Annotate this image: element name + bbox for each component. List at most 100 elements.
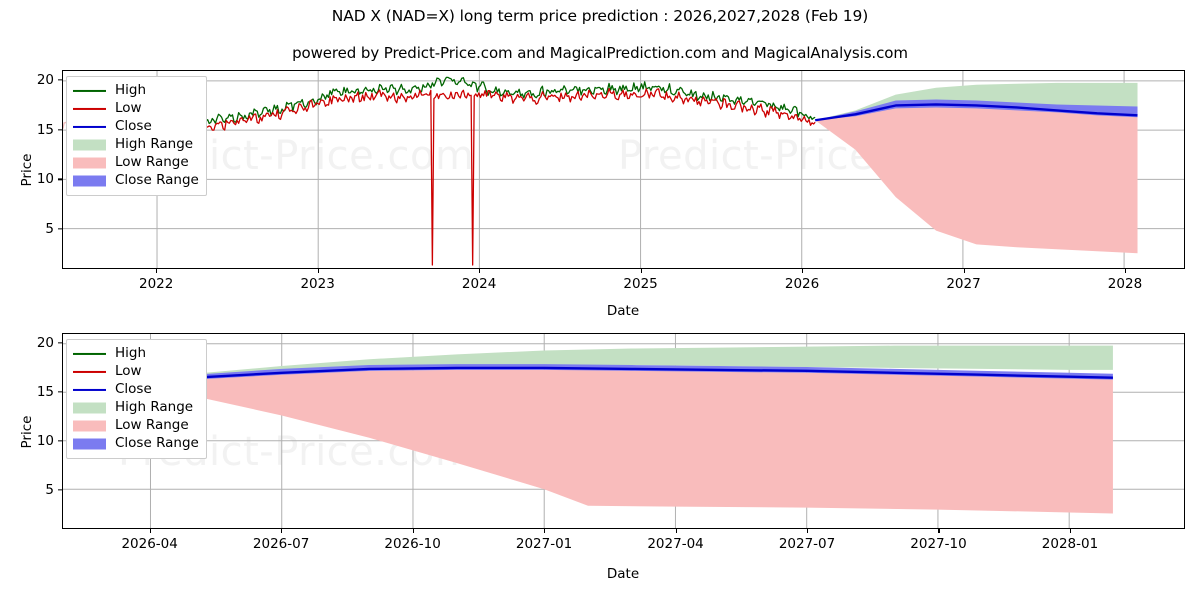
y-axis-tick-label: 15 bbox=[36, 121, 54, 138]
bottom-chart-plot-area: Predict-Price.com Predict-Price.com bbox=[62, 333, 1185, 529]
y-axis-tick-mark bbox=[58, 228, 62, 230]
y-axis-tick-mark bbox=[58, 489, 62, 491]
x-axis-tick-mark bbox=[1124, 269, 1127, 273]
top-chart-ylabel: Price bbox=[19, 153, 35, 187]
y-axis-tick-mark bbox=[58, 440, 62, 442]
bottom-legend-item-low: Low bbox=[73, 363, 199, 381]
x-axis-tick-label: 2027 bbox=[946, 276, 981, 292]
legend-swatch-line-icon bbox=[73, 120, 106, 134]
legend-label: Low Range bbox=[115, 154, 189, 171]
series-line-close bbox=[814, 103, 1138, 122]
top-chart-legend: High Low Close High Range Low Range Close Ran… bbox=[66, 76, 207, 196]
y-axis-tick-mark bbox=[58, 391, 62, 393]
bottom-legend-item-close-range: Close Range bbox=[73, 435, 199, 453]
x-axis-tick-mark bbox=[938, 529, 940, 533]
x-axis-tick-label: 2028-01 bbox=[1041, 536, 1099, 552]
x-axis-tick-label: 2026-04 bbox=[121, 536, 178, 552]
top-legend-item-high-range: High Range bbox=[73, 136, 199, 154]
x-axis-tick-label: 2027-07 bbox=[778, 536, 836, 552]
band-high-range bbox=[106, 345, 1113, 383]
x-axis-tick-label: 2026 bbox=[784, 276, 820, 292]
y-axis-tick-mark bbox=[58, 342, 62, 344]
x-axis-tick-mark bbox=[149, 529, 151, 533]
x-axis-tick-mark bbox=[156, 269, 158, 273]
legend-swatch-line-icon bbox=[73, 383, 106, 397]
band-low-range bbox=[815, 106, 1138, 254]
legend-label: Close Range bbox=[115, 172, 199, 189]
x-axis-tick-label: 2022 bbox=[139, 276, 174, 292]
y-axis-tick-mark bbox=[58, 178, 62, 181]
legend-label: Low Range bbox=[115, 417, 189, 434]
y-axis-tick-label: 15 bbox=[36, 383, 54, 400]
y-axis-tick-label: 20 bbox=[36, 71, 54, 88]
x-axis-tick-mark bbox=[412, 529, 414, 533]
x-axis-tick-mark bbox=[675, 529, 677, 533]
top-chart-xlabel: Date bbox=[606, 303, 640, 319]
y-axis-tick-label: 5 bbox=[45, 221, 54, 238]
legend-swatch-line-icon bbox=[73, 347, 106, 361]
y-axis-tick-label: 10 bbox=[36, 432, 54, 449]
y-axis-tick-label: 10 bbox=[36, 171, 54, 188]
x-axis-tick-mark bbox=[317, 269, 319, 273]
x-axis-tick-label: 2026-10 bbox=[384, 536, 441, 552]
top-chart-canvas bbox=[63, 71, 1184, 268]
legend-label: Low bbox=[115, 100, 142, 117]
legend-swatch-line-icon bbox=[73, 84, 106, 98]
x-axis-tick-mark bbox=[479, 269, 481, 273]
x-axis-tick-label: 2027-04 bbox=[647, 536, 704, 552]
top-legend-item-close-range: Close Range bbox=[73, 172, 199, 190]
x-axis-tick-label: 2027-01 bbox=[515, 536, 573, 552]
legend-label: High bbox=[115, 82, 147, 99]
x-axis-tick-mark bbox=[1069, 529, 1072, 533]
legend-swatch-line-icon bbox=[73, 102, 106, 116]
chart-title: NAD X (NAD=X) long term price prediction… bbox=[331, 7, 869, 25]
bottom-legend-item-high: High bbox=[73, 345, 199, 363]
chart-subtitle: powered by Predict-Price.com and Magical… bbox=[292, 44, 908, 62]
bottom-chart-ylabel: Price bbox=[19, 415, 35, 449]
x-axis-tick-mark bbox=[544, 529, 546, 533]
band-low-range bbox=[106, 369, 1113, 514]
x-axis-tick-mark bbox=[640, 269, 642, 273]
bottom-chart-legend: High Low Close High Range Low Range Close Ran… bbox=[66, 339, 207, 459]
series-line-high bbox=[89, 76, 816, 130]
legend-swatch-patch-icon bbox=[73, 401, 106, 415]
series-line-low bbox=[89, 87, 816, 266]
x-axis-tick-label: 2023 bbox=[300, 276, 335, 292]
legend-label: High bbox=[115, 345, 147, 362]
series-line-close bbox=[106, 366, 1113, 385]
legend-label: Low bbox=[115, 363, 142, 380]
legend-swatch-patch-icon bbox=[73, 138, 106, 152]
x-axis-tick-mark bbox=[802, 269, 804, 273]
legend-label: High Range bbox=[115, 399, 194, 416]
x-axis-tick-label: 2028 bbox=[1107, 276, 1143, 292]
bottom-chart-canvas bbox=[63, 334, 1184, 528]
legend-swatch-patch-icon bbox=[73, 437, 106, 451]
x-axis-tick-label: 2025 bbox=[623, 276, 658, 292]
legend-swatch-patch-icon bbox=[73, 174, 106, 188]
x-axis-tick-mark bbox=[807, 529, 809, 533]
x-axis-tick-label: 2027-10 bbox=[910, 536, 967, 552]
legend-swatch-patch-icon bbox=[73, 156, 106, 170]
bottom-legend-item-close: Close bbox=[73, 381, 199, 399]
top-legend-item-close: Close bbox=[73, 118, 199, 136]
y-axis-tick-mark bbox=[58, 129, 62, 131]
legend-swatch-line-icon bbox=[73, 365, 106, 379]
x-axis-tick-label: 2026-07 bbox=[252, 536, 310, 552]
x-axis-tick-label: 2024 bbox=[461, 276, 497, 292]
legend-label: Close bbox=[115, 118, 152, 135]
bottom-chart-xlabel: Date bbox=[606, 566, 640, 582]
top-chart-plot-area: Predict-Price.com Predict-Price.com bbox=[62, 70, 1185, 269]
y-axis-tick-label: 20 bbox=[36, 334, 54, 351]
legend-label: Close bbox=[115, 381, 152, 398]
top-legend-item-high: High bbox=[73, 82, 199, 100]
x-axis-tick-mark bbox=[281, 529, 283, 533]
bottom-legend-item-low-range: Low Range bbox=[73, 417, 199, 435]
top-legend-item-low-range: Low Range bbox=[73, 154, 199, 172]
x-axis-tick-mark bbox=[963, 269, 965, 273]
top-legend-item-low: Low bbox=[73, 100, 199, 118]
legend-swatch-patch-icon bbox=[73, 419, 106, 433]
bottom-legend-item-high-range: High Range bbox=[73, 399, 199, 417]
y-axis-tick-mark bbox=[58, 79, 62, 81]
legend-label: High Range bbox=[115, 136, 194, 153]
